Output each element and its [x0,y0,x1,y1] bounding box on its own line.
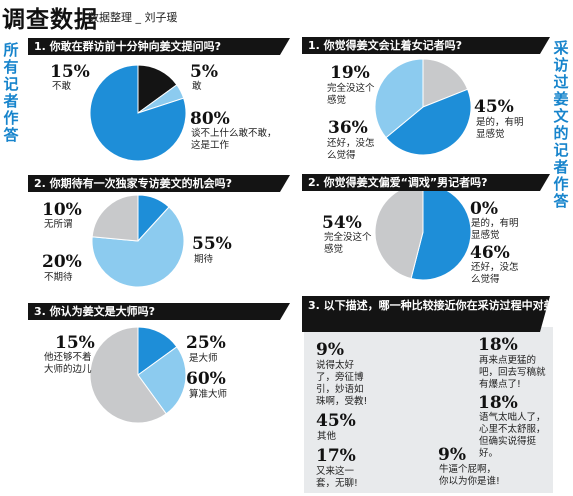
slice-percent: 20% [42,252,82,272]
slice-percent: 25% [186,333,226,353]
question-panel-background [304,327,553,493]
slice-label: 其他 [317,431,337,442]
slice-percent: 45% [474,97,514,117]
question-title: 3. 以下描述，哪一种比较接近你在采访过程中对姜文谈吐的感受? [302,296,550,332]
slice-percent: 9% [316,340,344,360]
slice-percent: 17% [316,446,356,466]
pie-slice [374,58,424,139]
slice-percent: 15% [50,62,90,82]
slice-label: 又来这一套，无聊! [316,466,358,489]
pie-slice [137,346,187,415]
slice-percent: 9% [438,445,466,465]
slice-percent: 55% [192,234,232,254]
slice-label: 语气太咄人了，心里不太舒服，但确实说得挺好。 [479,412,546,459]
slice-label: 再来点更猛的吧，回去写稿就有爆点了! [479,355,546,390]
slice-percent: 19% [330,63,370,83]
side-label-left: 所有记者作答 [3,41,19,144]
slice-percent: 46% [470,243,510,263]
pie-slice [89,326,167,424]
slice-label: 敢 [192,81,202,92]
slice-label: 牛逼个屁啊，你以为你是谁! [439,464,500,487]
pie-slice [91,206,185,288]
slice-label: 完全没这个感觉 [327,83,375,106]
page-subtitle: 数据整理 _ 刘子瑗 [88,11,178,24]
slice-label: 不期待 [44,272,73,283]
slice-label: 期待 [194,254,214,265]
slice-percent: 36% [328,118,368,138]
slice-label: 说得太好了，旁征博引，妙语如珠啊，受教! [316,360,368,407]
page-title: 调查数据 [2,7,98,33]
pie-slice [91,194,139,242]
slice-label: 还好，没怎么觉得 [471,262,519,285]
slice-label: 是大师 [189,353,218,364]
slice-label: 是的，有明显感觉 [476,117,524,140]
question-title: 2. 你期待有一次独家专访姜文的机会吗? [28,175,290,192]
slice-label: 是的，有明显感觉 [471,218,519,241]
question-title: 2. 你觉得姜文偏爱“调戏”男记者吗? [302,174,550,191]
slice-percent: 15% [55,333,95,353]
question-title: 1. 你敢在群访前十分钟向姜文提问吗? [28,38,290,55]
pie-slice [385,88,472,156]
slice-label: 还好，没怎么觉得 [327,138,375,161]
slice-percent: 5% [190,62,218,82]
slice-percent: 80% [190,109,230,129]
slice-label: 谈不上什么敢不敢，这是工作 [191,128,277,151]
slice-label: 不敢 [52,81,72,92]
slice-percent: 18% [478,335,518,355]
slice-percent: 0% [470,199,498,219]
slice-percent: 60% [186,369,226,389]
slice-percent: 10% [42,200,82,220]
slice-label: 无所谓 [44,219,73,230]
slice-percent: 45% [316,411,356,431]
slice-label: 完全没这个感觉 [324,232,372,255]
slice-label: 他还够不着大师的边儿 [44,352,92,375]
slice-label: 算准大师 [189,389,228,400]
slice-percent: 54% [322,213,362,233]
question-title: 3. 你认为姜文是大师吗? [28,303,290,320]
pie-slice [422,58,469,108]
pie-slice [89,64,187,162]
question-title: 1. 你觉得姜文会让着女记者吗? [302,37,550,54]
slice-percent: 18% [478,393,518,413]
side-label-right: 采访过姜文的记者作答 [553,39,569,210]
